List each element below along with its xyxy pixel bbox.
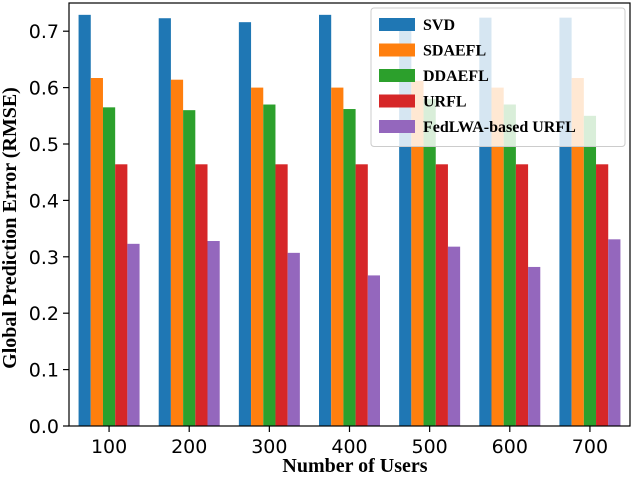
bar-urfl-600 [515, 164, 529, 427]
bar-sdaefl-200 [170, 79, 184, 426]
bar-ddaefl-200 [183, 110, 196, 426]
legend-swatch-ddaefl [379, 69, 415, 82]
bar-sdaefl-300 [251, 87, 264, 426]
legend-box [370, 7, 626, 147]
y-tick-label: 0.2 [29, 303, 59, 325]
legend-label-sdaefl: SDAEFL [423, 43, 486, 60]
bar-ddaefl-400 [343, 109, 356, 426]
bar-sdaefl-500 [411, 80, 424, 426]
bar-ddaefl-600 [503, 104, 516, 427]
y-tick-label: 0.4 [29, 190, 59, 212]
bar-sdaefl-700 [571, 78, 584, 426]
bar-fedlwa-based-urfl-300 [287, 252, 300, 426]
bar-svd-100 [78, 14, 91, 427]
bar-urfl-400 [355, 164, 368, 427]
legend-label-urfl: URFL [423, 94, 467, 111]
legend: SVD SDAEFL DDAEFL URFL FedLWA-based URFL [370, 7, 626, 147]
legend-swatch-svd [379, 18, 415, 31]
x-tick-label: 700 [572, 436, 608, 458]
bar-urfl-300 [275, 164, 288, 427]
bar-svd-300 [238, 22, 252, 427]
bar-svd-200 [158, 18, 171, 426]
bar-fedlwa-based-urfl-600 [528, 266, 541, 426]
legend-swatch-sdaefl [379, 43, 415, 57]
axes-layer: 0.0 0.1 0.2 0.3 0.4 0.5 0.6 0.7 100 200 300 400 500 6… [29, 2, 631, 458]
bar-sdaefl-600 [491, 87, 504, 426]
bar-sdaefl-100 [90, 78, 103, 426]
x-tick-label: 400 [331, 436, 367, 458]
y-tick-label: 0.6 [29, 78, 59, 100]
bar-urfl-200 [195, 164, 208, 427]
bar-svd-400 [319, 14, 332, 427]
y-tick-label: 0.0 [29, 416, 59, 438]
bar-ddaefl-300 [263, 104, 276, 427]
legend-label-fedlwa-based-urfl: FedLWA-based URFL [423, 119, 576, 136]
x-tick-label: 200 [171, 436, 207, 458]
y-tick-label: 0.7 [29, 21, 59, 43]
bar-ddaefl-500 [423, 98, 436, 426]
x-tick-label: 100 [91, 436, 127, 458]
legend-label-svd: SVD [423, 17, 455, 34]
x-axis-title: Number of Users [282, 455, 427, 477]
bar-urfl-700 [596, 164, 609, 427]
bar-fedlwa-based-urfl-100 [127, 243, 140, 426]
bar-sdaefl-400 [331, 87, 344, 426]
bar-fedlwa-based-urfl-200 [207, 241, 220, 426]
x-tick-label: 500 [412, 436, 448, 458]
y-tick-label: 0.1 [29, 360, 59, 382]
bar-fedlwa-based-urfl-700 [608, 239, 621, 426]
bar-fedlwa-based-urfl-400 [367, 275, 380, 426]
bar-ddaefl-100 [102, 107, 116, 426]
legend-swatch-fedlwa-based-urfl [379, 120, 415, 133]
y-tick-label: 0.5 [29, 134, 59, 156]
x-tick-label: 600 [492, 436, 528, 458]
y-tick-label: 0.3 [29, 247, 59, 269]
bar-urfl-500 [435, 164, 448, 427]
legend-swatch-urfl [379, 94, 415, 108]
y-axis-title: Global Prediction Error (RMSE) [0, 87, 21, 369]
bar-urfl-100 [115, 164, 128, 427]
bar-fedlwa-based-urfl-500 [447, 246, 461, 426]
legend-label-ddaefl: DDAEFL [423, 68, 489, 85]
x-tick-label: 300 [251, 436, 287, 458]
bar-ddaefl-700 [583, 115, 597, 427]
